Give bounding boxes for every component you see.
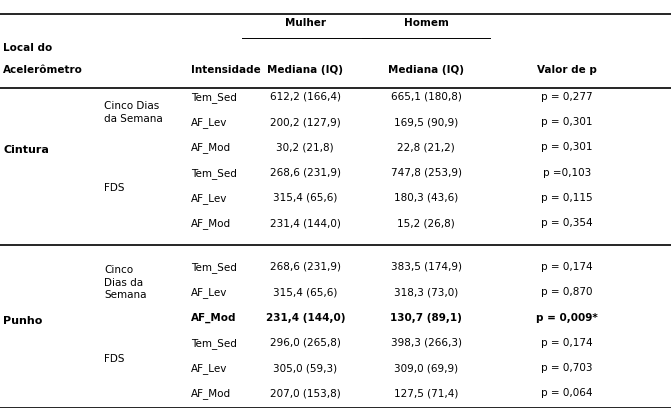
Text: AF_Lev: AF_Lev [191,363,227,374]
Text: 318,3 (73,0): 318,3 (73,0) [394,287,458,297]
Text: 207,0 (153,8): 207,0 (153,8) [270,388,341,399]
Text: 612,2 (166,4): 612,2 (166,4) [270,92,341,102]
Text: AF_Mod: AF_Mod [191,313,237,323]
Text: AF_Mod: AF_Mod [191,388,231,399]
Text: 305,0 (59,3): 305,0 (59,3) [273,363,338,373]
Text: FDS: FDS [104,354,125,364]
Text: Tem_Sed: Tem_Sed [191,338,237,349]
Text: p =0,103: p =0,103 [543,168,591,178]
Text: p = 0,301: p = 0,301 [541,117,592,127]
Text: 665,1 (180,8): 665,1 (180,8) [391,92,462,102]
Text: 315,4 (65,6): 315,4 (65,6) [273,287,338,297]
Text: p = 0,354: p = 0,354 [541,218,592,228]
Text: p = 0,174: p = 0,174 [541,262,592,272]
Text: AF_Lev: AF_Lev [191,287,227,298]
Text: 268,6 (231,9): 268,6 (231,9) [270,262,341,272]
Text: p = 0,301: p = 0,301 [541,142,592,153]
Text: Intensidade: Intensidade [191,65,261,75]
Text: Homem: Homem [404,18,448,29]
Text: 130,7 (89,1): 130,7 (89,1) [390,313,462,323]
Text: Punho: Punho [3,316,43,326]
Text: 398,3 (266,3): 398,3 (266,3) [391,338,462,348]
Text: p = 0,277: p = 0,277 [541,92,592,102]
Text: AF_Mod: AF_Mod [191,218,231,229]
Text: Local do: Local do [3,43,52,53]
Text: 231,4 (144,0): 231,4 (144,0) [270,218,341,228]
Text: FDS: FDS [104,184,125,193]
Text: 383,5 (174,9): 383,5 (174,9) [391,262,462,272]
Text: 200,2 (127,9): 200,2 (127,9) [270,117,341,127]
Text: Cintura: Cintura [3,146,49,155]
Text: 22,8 (21,2): 22,8 (21,2) [397,142,455,153]
Text: 169,5 (90,9): 169,5 (90,9) [394,117,458,127]
Text: p = 0,174: p = 0,174 [541,338,592,348]
Text: 127,5 (71,4): 127,5 (71,4) [394,388,458,399]
Text: AF_Lev: AF_Lev [191,193,227,204]
Text: Mediana (IQ): Mediana (IQ) [388,65,464,75]
Text: 180,3 (43,6): 180,3 (43,6) [394,193,458,203]
Text: p = 0,115: p = 0,115 [541,193,592,203]
Text: Mediana (IQ): Mediana (IQ) [267,65,344,75]
Text: p = 0,009*: p = 0,009* [536,313,598,323]
Text: Acelerômetro: Acelerômetro [3,65,83,75]
Text: p = 0,064: p = 0,064 [541,388,592,399]
Text: AF_Lev: AF_Lev [191,117,227,128]
Text: 15,2 (26,8): 15,2 (26,8) [397,218,455,228]
Text: Cinco Dias
da Semana: Cinco Dias da Semana [104,101,163,124]
Text: Mulher: Mulher [285,18,326,29]
Text: 296,0 (265,8): 296,0 (265,8) [270,338,341,348]
Text: 231,4 (144,0): 231,4 (144,0) [266,313,345,323]
Text: Tem_Sed: Tem_Sed [191,262,237,273]
Text: AF_Mod: AF_Mod [191,142,231,153]
Text: 747,8 (253,9): 747,8 (253,9) [391,168,462,178]
Text: p = 0,703: p = 0,703 [541,363,592,373]
Text: 309,0 (69,9): 309,0 (69,9) [394,363,458,373]
Text: p = 0,870: p = 0,870 [541,287,592,297]
Text: 315,4 (65,6): 315,4 (65,6) [273,193,338,203]
Text: Tem_Sed: Tem_Sed [191,168,237,179]
Text: Valor de p: Valor de p [537,65,597,75]
Text: Cinco
Dias da
Semana: Cinco Dias da Semana [104,265,146,300]
Text: 268,6 (231,9): 268,6 (231,9) [270,168,341,178]
Text: 30,2 (21,8): 30,2 (21,8) [276,142,334,153]
Text: Tem_Sed: Tem_Sed [191,92,237,103]
